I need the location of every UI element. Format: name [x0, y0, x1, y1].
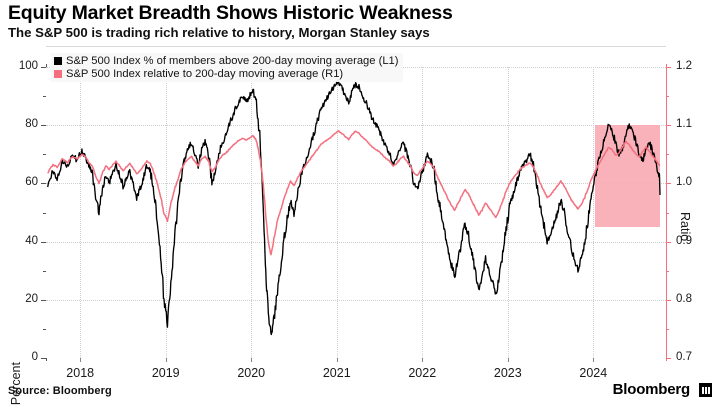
- right-axis-minor-tick: [666, 328, 669, 330]
- left-axis-label: 60: [25, 176, 38, 189]
- header-divider: [46, 46, 666, 47]
- gridline-vertical: [593, 67, 595, 358]
- x-axis-label: 2023: [493, 366, 522, 380]
- plot-area: 0 20 40 60 80 100 0.7 0.8 0.9 1.0 1.1 1.2 2018 2019 20…: [19, 60, 692, 379]
- series-line-ratio: [47, 129, 661, 256]
- source-note: Source: Bloomberg: [8, 385, 112, 397]
- legend-item-black: S&P 500 Index % of members above 200-day…: [54, 55, 399, 68]
- right-axis-label: 0.7: [676, 351, 692, 363]
- right-axis-tick: [666, 241, 671, 243]
- right-axis-tick: [666, 358, 671, 359]
- left-axis-label: 100: [18, 60, 38, 72]
- chart-header: Equity Market Breadth Shows Historic Wea…: [8, 2, 712, 41]
- right-axis-tick: [666, 299, 671, 301]
- right-axis-tick: [666, 125, 671, 127]
- bloomberg-wordmark: Bloomberg: [612, 381, 691, 398]
- chart-legend: S&P 500 Index % of members above 200-day…: [51, 53, 403, 82]
- right-axis-label: 1.0: [676, 176, 692, 189]
- left-axis-minor-tick: [43, 212, 46, 214]
- right-axis-tick: [666, 183, 671, 185]
- gridline-horizontal: [46, 183, 666, 185]
- left-axis-title: Percent: [9, 362, 23, 405]
- legend-label-pink: S&P 500 Index relative to 200-day moving…: [66, 67, 344, 80]
- left-axis-label: 0: [31, 351, 38, 363]
- x-axis-tick: [80, 358, 82, 362]
- left-axis-tick: [41, 299, 46, 301]
- legend-item-pink: S&P 500 Index relative to 200-day moving…: [54, 68, 399, 81]
- right-axis-label: 1.1: [676, 118, 692, 131]
- gridline-horizontal: [46, 125, 666, 127]
- left-axis-tick: [41, 67, 46, 68]
- x-axis-tick: [251, 358, 253, 362]
- right-axis-minor-tick: [666, 212, 669, 214]
- left-axis-tick: [41, 183, 46, 185]
- x-axis-tick: [422, 358, 424, 362]
- right-axis-label: 0.9: [676, 234, 692, 247]
- x-axis-tick: [593, 358, 595, 362]
- legend-swatch-black: [54, 57, 62, 66]
- left-axis-minor-tick: [43, 96, 46, 98]
- left-axis-minor-tick: [43, 328, 46, 330]
- gridline-vertical: [165, 67, 167, 358]
- gridline-vertical: [422, 67, 424, 358]
- left-axis-label: 20: [25, 292, 38, 305]
- x-axis-tick: [336, 358, 338, 362]
- page-subtitle: The S&P 500 is trading rich relative to …: [8, 25, 430, 40]
- left-axis-tick: [41, 241, 46, 243]
- right-axis-minor-tick: [666, 96, 669, 98]
- gridline-vertical: [251, 67, 253, 358]
- gridline-horizontal: [46, 241, 666, 243]
- left-axis-tick: [41, 125, 46, 127]
- series-canvas: [47, 78, 661, 336]
- x-axis-tick: [165, 358, 167, 362]
- gridline-horizontal: [46, 299, 666, 301]
- legend-swatch-pink: [54, 69, 62, 78]
- gridline-vertical: [80, 67, 82, 358]
- legend-label-black: S&P 500 Index % of members above 200-day…: [66, 55, 399, 67]
- left-axis-label: 40: [25, 234, 38, 247]
- left-axis-minor-tick: [43, 154, 46, 156]
- x-axis-label: 2019: [151, 366, 180, 380]
- right-axis-minor-tick: [666, 270, 669, 272]
- left-axis-label: 80: [25, 118, 38, 131]
- left-axis-minor-tick: [43, 270, 46, 272]
- page-title: Equity Market Breadth Shows Historic Wea…: [8, 2, 453, 24]
- left-axis-tick: [41, 358, 46, 359]
- right-axis-minor-tick: [666, 154, 669, 156]
- x-axis-tick: [507, 358, 509, 362]
- x-axis-label: 2024: [579, 366, 608, 380]
- right-axis-label: 0.8: [676, 292, 692, 305]
- series-line-breadth: [47, 78, 661, 336]
- right-axis-label: 1.2: [676, 60, 692, 72]
- x-axis-label: 2018: [66, 366, 95, 380]
- x-axis-label: 2020: [237, 366, 266, 380]
- right-axis-tick: [666, 67, 671, 68]
- x-axis-label: 2022: [408, 366, 437, 380]
- bloomberg-logo-icon: [699, 383, 712, 397]
- x-axis-label: 2021: [322, 366, 351, 380]
- gridline-vertical: [336, 67, 338, 358]
